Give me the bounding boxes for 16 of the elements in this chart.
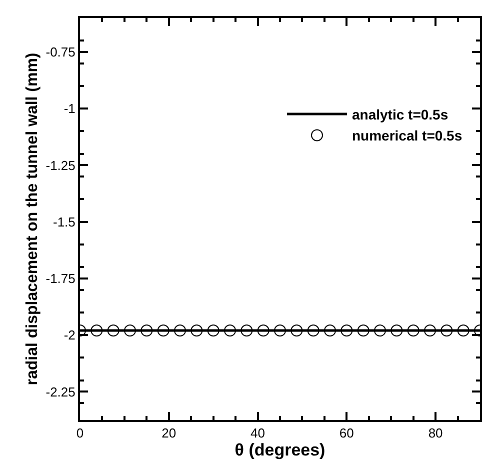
x-tick-label: 80 xyxy=(428,426,443,441)
x-tick-label: 60 xyxy=(339,426,354,441)
y-tick-label: -2.25 xyxy=(46,384,76,400)
y-tick-label: -1.25 xyxy=(46,158,76,173)
x-axis-title: θ (degrees) xyxy=(234,440,326,460)
legend-label: numerical t=0.5s xyxy=(352,128,462,144)
x-tick-label: 40 xyxy=(250,426,266,441)
x-tick-label: 0 xyxy=(76,426,84,441)
y-tick-label: -1.75 xyxy=(46,271,76,286)
legend-label: analytic t=0.5s xyxy=(352,106,448,122)
y-tick-label: -2 xyxy=(64,328,76,343)
y-axis-title: radial displacement on the tunnel wall (mm) xyxy=(24,52,42,386)
y-tick-label: -1.5 xyxy=(52,214,76,230)
y-tick-label: -1 xyxy=(64,101,76,116)
x-tick-label: 20 xyxy=(162,426,176,441)
y-tick-label: -0.75 xyxy=(46,44,76,60)
